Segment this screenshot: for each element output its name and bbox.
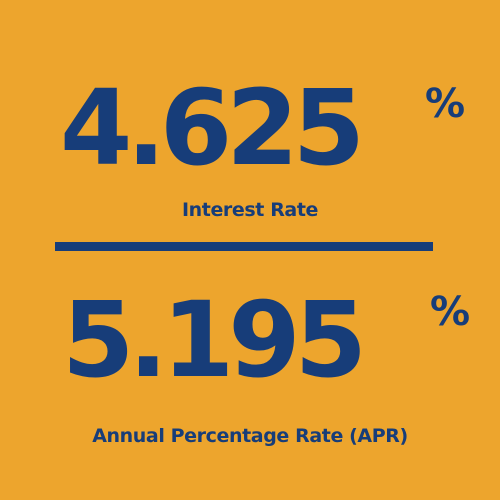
interest-rate-value: 4.625 <box>60 67 365 189</box>
interest-rate-label: Interest Rate <box>181 199 319 221</box>
divider-line <box>55 242 433 251</box>
apr-value: 5.195 <box>62 279 367 401</box>
interest-rate-percent-sign: % <box>425 81 466 127</box>
apr-label: Annual Percentage Rate (APR) <box>92 425 408 447</box>
apr-percent-sign: % <box>430 289 471 335</box>
